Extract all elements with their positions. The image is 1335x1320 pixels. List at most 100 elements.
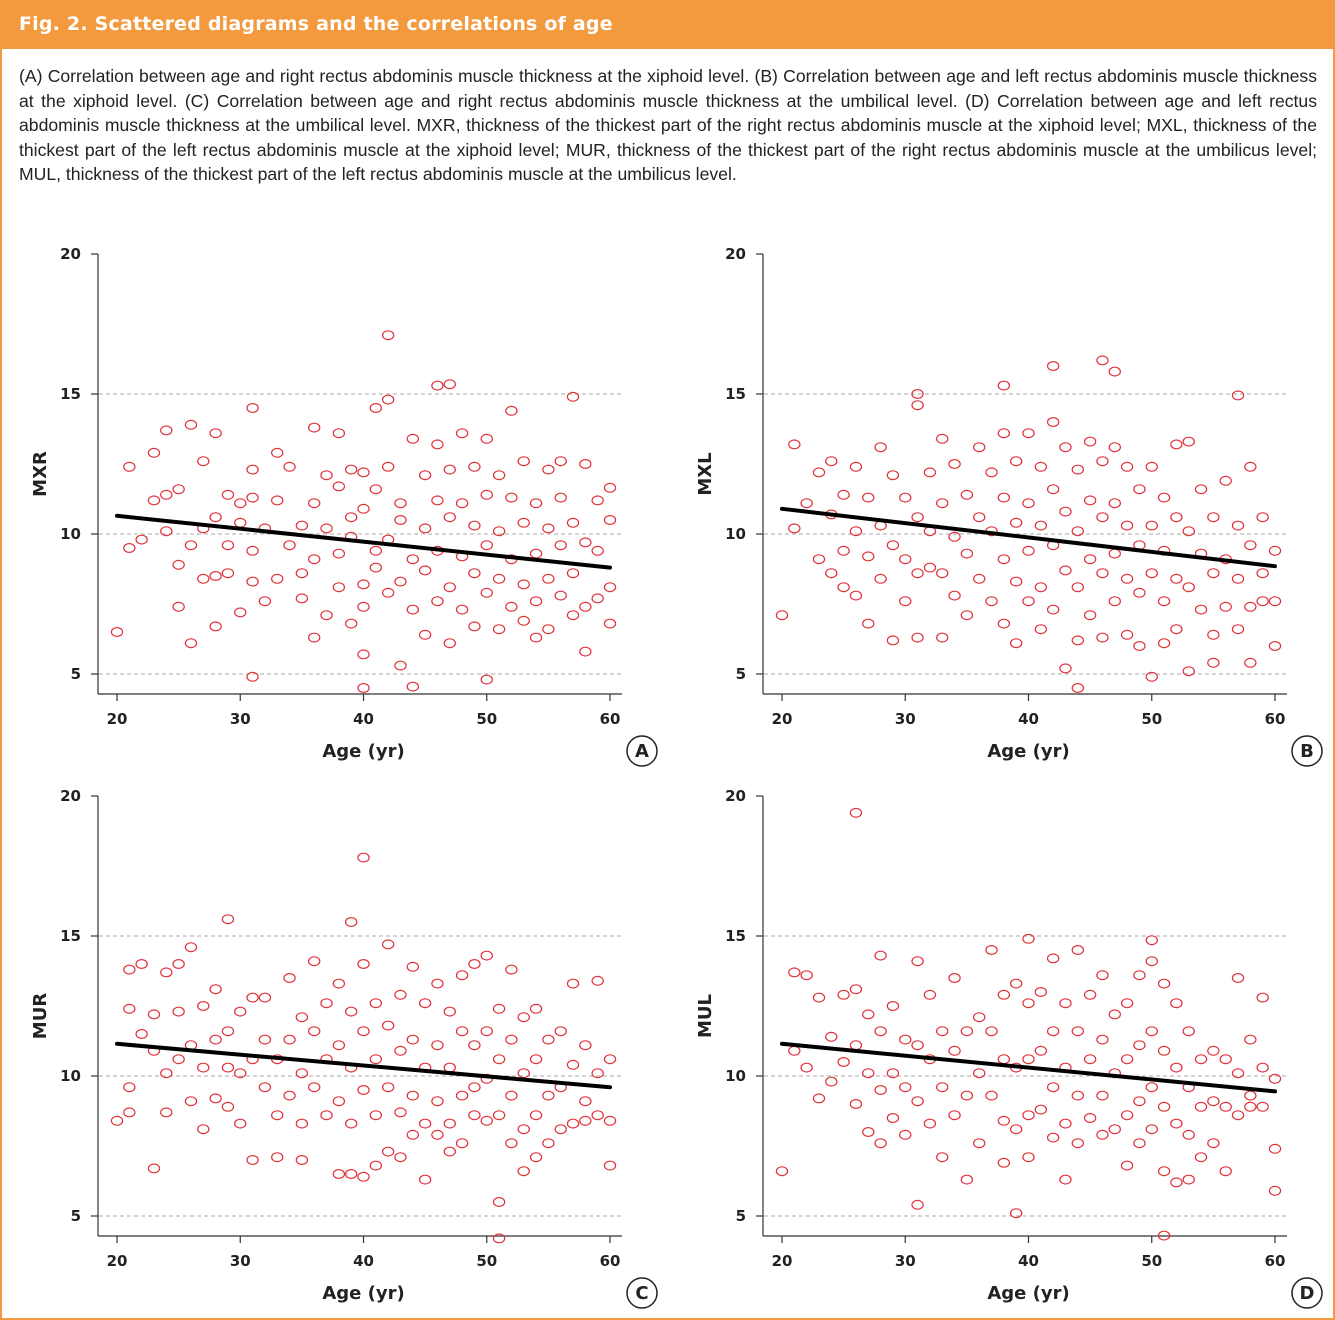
data-point — [431, 978, 444, 989]
data-point — [308, 1026, 321, 1037]
data-point — [788, 523, 801, 534]
data-point — [246, 671, 259, 682]
data-point — [443, 512, 456, 523]
data-point — [492, 470, 506, 481]
data-point — [357, 1026, 370, 1037]
data-point — [529, 632, 543, 643]
data-point — [505, 964, 518, 975]
data-point — [1207, 1045, 1220, 1056]
data-point — [234, 1118, 247, 1129]
data-point — [529, 1152, 543, 1163]
x-tick-label: 20 — [772, 1252, 793, 1270]
y-tick-label: 20 — [60, 787, 81, 805]
data-point — [492, 1054, 506, 1065]
data-point — [357, 467, 370, 478]
data-point — [1231, 1110, 1245, 1121]
data-point — [283, 1090, 296, 1101]
data-point — [431, 1040, 444, 1051]
data-point — [160, 967, 173, 978]
data-point — [862, 1009, 875, 1020]
data-point — [936, 1152, 949, 1163]
data-point — [431, 380, 444, 391]
data-point — [184, 540, 198, 551]
data-point — [369, 484, 383, 495]
data-point — [1268, 1073, 1282, 1084]
data-point — [1157, 1045, 1171, 1056]
data-point — [1133, 1096, 1146, 1107]
data-point — [172, 601, 185, 612]
data-point — [221, 540, 235, 551]
data-point — [899, 1129, 912, 1140]
data-point — [849, 590, 863, 601]
data-point — [997, 1157, 1011, 1168]
data-point — [1145, 1082, 1158, 1093]
data-point — [295, 593, 309, 604]
data-point — [455, 498, 469, 509]
data-point — [997, 428, 1011, 439]
data-point — [960, 610, 974, 621]
data-point — [1034, 1104, 1048, 1115]
data-point — [1182, 1129, 1195, 1140]
data-point — [1120, 629, 1134, 640]
data-point — [1207, 629, 1220, 640]
data-point — [443, 1118, 456, 1129]
data-point — [394, 1107, 407, 1118]
data-point — [381, 1082, 395, 1093]
data-point — [1207, 512, 1220, 523]
data-point — [480, 587, 493, 598]
data-point — [554, 492, 567, 503]
data-point — [344, 512, 358, 523]
data-point — [283, 973, 296, 984]
data-point — [271, 573, 284, 584]
data-point — [1256, 512, 1269, 523]
x-tick-label: 20 — [772, 710, 793, 728]
data-point — [418, 565, 432, 576]
data-point — [332, 582, 346, 593]
data-point — [234, 607, 247, 618]
data-point — [1083, 1054, 1097, 1065]
data-point — [1133, 484, 1146, 495]
data-point — [825, 1031, 838, 1042]
data-point — [357, 579, 370, 590]
data-point — [1120, 1054, 1134, 1065]
data-point — [172, 1006, 185, 1017]
data-point — [246, 492, 259, 503]
data-point — [505, 1090, 518, 1101]
data-point — [948, 1110, 961, 1121]
data-point — [431, 596, 444, 607]
data-point — [960, 1026, 974, 1037]
data-point — [492, 1233, 506, 1244]
data-point — [1194, 1054, 1208, 1065]
x-tick-label: 20 — [107, 710, 128, 728]
data-point — [886, 1068, 900, 1079]
data-point — [1170, 439, 1183, 450]
data-point — [1219, 1054, 1232, 1065]
data-point — [1231, 573, 1245, 584]
data-point — [775, 1166, 789, 1177]
data-point — [1108, 366, 1121, 377]
data-point — [1182, 1026, 1195, 1037]
data-point — [381, 461, 395, 472]
data-point — [418, 1118, 432, 1129]
data-point — [960, 548, 974, 559]
data-point — [480, 950, 493, 961]
data-point — [110, 1115, 124, 1126]
data-point — [332, 548, 346, 559]
data-point — [812, 992, 826, 1003]
y-axis-label: MXR — [30, 451, 51, 497]
data-point — [1157, 1101, 1171, 1112]
data-point — [874, 442, 887, 453]
data-point — [579, 646, 592, 657]
data-point — [480, 1026, 493, 1037]
data-point — [406, 554, 419, 565]
x-axis-label: Age (yr) — [322, 1283, 404, 1304]
data-point — [874, 1138, 887, 1149]
data-point — [973, 1012, 986, 1023]
data-point — [295, 1118, 309, 1129]
data-point — [234, 498, 247, 509]
data-point — [406, 433, 419, 444]
data-point — [1096, 355, 1109, 366]
data-point — [492, 624, 506, 635]
data-point — [184, 942, 198, 953]
data-point — [973, 442, 986, 453]
